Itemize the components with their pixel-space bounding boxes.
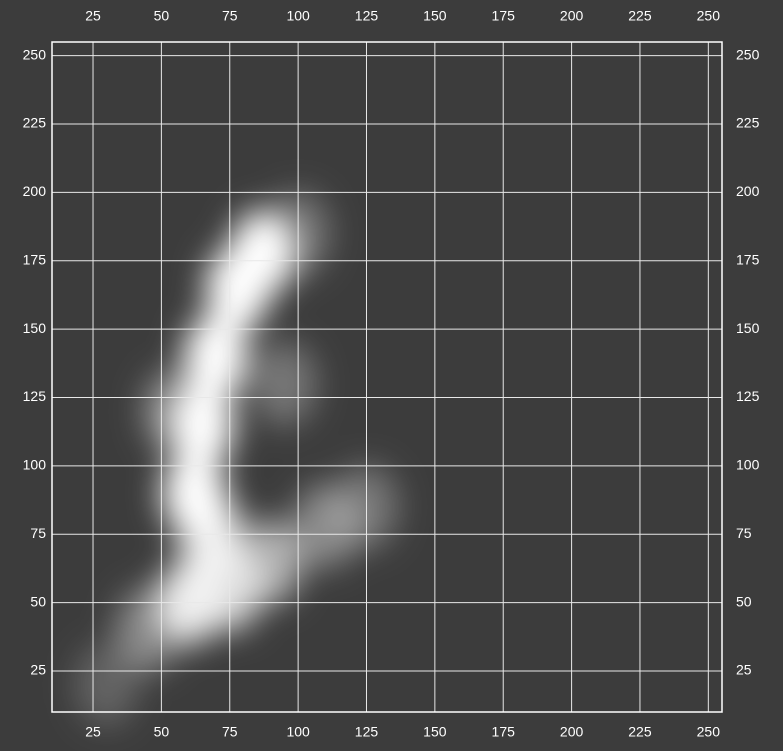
y-tick-label: 150 [736,320,760,336]
y-tick-label: 225 [23,115,47,131]
y-tick-label: 125 [736,388,760,404]
x-tick-label: 25 [85,724,101,740]
y-tick-label: 50 [30,593,46,609]
y-tick-label: 100 [23,457,47,473]
x-tick-label: 125 [355,724,379,740]
y-tick-label: 75 [736,525,752,541]
y-tick-label: 75 [30,525,46,541]
y-tick-label: 125 [23,388,47,404]
y-tick-label: 175 [23,251,47,267]
x-tick-label: 50 [154,8,170,24]
density-layer [74,191,399,727]
x-tick-label: 100 [286,724,310,740]
density-blob [74,642,139,727]
y-tick-label: 25 [30,662,46,678]
y-tick-label: 25 [736,662,752,678]
x-tick-label: 50 [154,724,170,740]
density-blob [143,369,208,454]
x-tick-label: 225 [628,8,652,24]
x-tick-label: 125 [355,8,379,24]
y-tick-label: 200 [23,183,47,199]
y-tick-label: 175 [736,251,760,267]
x-tick-label: 225 [628,724,652,740]
x-tick-label: 250 [697,8,721,24]
x-tick-label: 150 [423,724,447,740]
y-tick-label: 150 [23,320,47,336]
x-tick-label: 250 [697,724,721,740]
x-tick-label: 75 [222,724,238,740]
x-tick-label: 200 [560,724,584,740]
x-tick-label: 75 [222,8,238,24]
y-tick-label: 50 [736,593,752,609]
y-tick-label: 250 [23,46,47,62]
axes: 25 25 50 50 75 75 100 100 125 125 150 150 175 175 200 2… [23,8,760,740]
x-tick-label: 100 [286,8,310,24]
x-tick-label: 150 [423,8,447,24]
y-tick-label: 200 [736,183,760,199]
plot-frame [51,41,723,713]
x-tick-label: 175 [492,724,516,740]
x-tick-label: 175 [492,8,516,24]
x-tick-label: 200 [560,8,584,24]
y-tick-label: 225 [736,115,760,131]
y-tick-label: 100 [736,457,760,473]
density-blob [238,519,303,604]
density-blob [252,341,317,426]
y-tick-label: 250 [736,46,760,62]
x-tick-label: 25 [85,8,101,24]
density-blob [184,314,249,399]
density-blob [115,587,180,672]
